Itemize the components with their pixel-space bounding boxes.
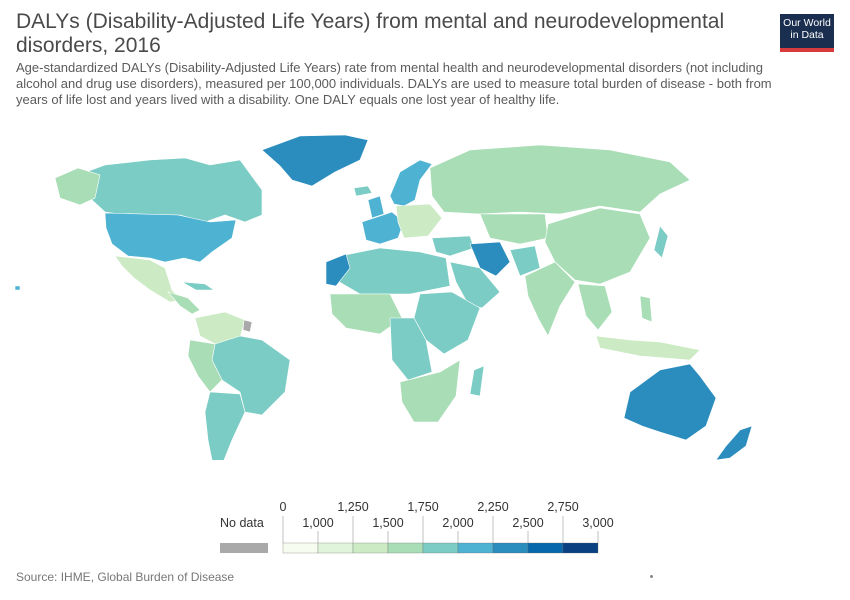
region-turkey-levant[interactable]: [431, 235, 475, 257]
legend-tick-label-bottom: 2,000: [442, 516, 473, 530]
legend-tick-label-bottom: 2,500: [512, 516, 543, 530]
legend-bin-1: [317, 542, 354, 554]
legend-bin-7: [527, 542, 564, 554]
region-australia[interactable]: [623, 363, 717, 441]
legend-tick-label-bottom: 1,500: [372, 516, 403, 530]
world-map[interactable]: [0, 120, 850, 460]
legend-bin-4: [422, 542, 459, 554]
legend-tick-label-top: 1,250: [337, 500, 368, 514]
region-greenland[interactable]: [261, 134, 369, 187]
region-central-asia[interactable]: [479, 213, 549, 245]
source-note: Source: IHME, Global Burden of Disease: [16, 570, 235, 584]
region-southeast-asia[interactable]: [577, 283, 613, 331]
region-north-africa[interactable]: [335, 247, 451, 295]
region-new-zealand[interactable]: [715, 425, 753, 460]
legend-bin-8: [562, 542, 599, 554]
legend-bin-5: [457, 542, 494, 554]
legend-no-data-swatch: [220, 543, 268, 553]
region-central-europe[interactable]: [395, 203, 443, 239]
region-cuba[interactable]: [181, 281, 215, 291]
logo-line-2: in Data: [790, 29, 824, 41]
legend-tick-label-top: 0: [280, 500, 287, 514]
decorative-dot: [650, 575, 653, 578]
region-philippines[interactable]: [639, 295, 653, 323]
region-arabia[interactable]: [449, 261, 501, 309]
region-iran[interactable]: [469, 241, 511, 277]
region-uk-ireland[interactable]: [367, 195, 385, 219]
legend-no-data-label: No data: [220, 516, 264, 530]
region-russia[interactable]: [429, 144, 691, 215]
region-scandinavia[interactable]: [389, 159, 433, 207]
region-iceland[interactable]: [353, 185, 373, 197]
legend-tick-label-bottom: 1,000: [302, 516, 333, 530]
region-peru-bolivia[interactable]: [187, 339, 223, 393]
region-usa[interactable]: [104, 212, 237, 263]
legend-tick-label-top: 2,250: [477, 500, 508, 514]
region-afghanistan-pakistan[interactable]: [509, 245, 541, 277]
region-china[interactable]: [544, 207, 651, 285]
region-central-america[interactable]: [167, 291, 201, 315]
chart-subtitle: Age-standardized DALYs (Disability-Adjus…: [16, 60, 772, 107]
legend-tick-label-top: 2,750: [547, 500, 578, 514]
region-hawaii[interactable]: [14, 285, 21, 291]
region-guianas[interactable]: [242, 319, 253, 333]
legend-bin-6: [492, 542, 529, 554]
region-canada[interactable]: [69, 157, 263, 223]
owid-logo[interactable]: Our World in Data: [780, 14, 834, 52]
region-alaska[interactable]: [54, 167, 101, 206]
legend-bin-3: [387, 542, 424, 554]
legend-bin-0: [282, 542, 319, 554]
region-central-africa[interactable]: [389, 317, 433, 381]
chart-title: DALYs (Disability-Adjusted Life Years) f…: [16, 10, 725, 57]
region-southern-africa[interactable]: [399, 359, 461, 423]
region-indonesia[interactable]: [595, 335, 701, 361]
legend-bin-2: [352, 542, 389, 554]
logo-line-1: Our World: [783, 17, 831, 29]
region-west-africa[interactable]: [329, 293, 403, 335]
region-argentina-chile[interactable]: [204, 391, 246, 460]
region-morocco[interactable]: [325, 253, 351, 287]
legend-tick-label-bottom: 3,000: [582, 516, 613, 530]
legend-tick-label-top: 1,750: [407, 500, 438, 514]
region-india[interactable]: [524, 261, 576, 337]
region-japan[interactable]: [653, 225, 669, 259]
region-madagascar[interactable]: [469, 365, 485, 397]
region-western-europe[interactable]: [361, 211, 405, 245]
